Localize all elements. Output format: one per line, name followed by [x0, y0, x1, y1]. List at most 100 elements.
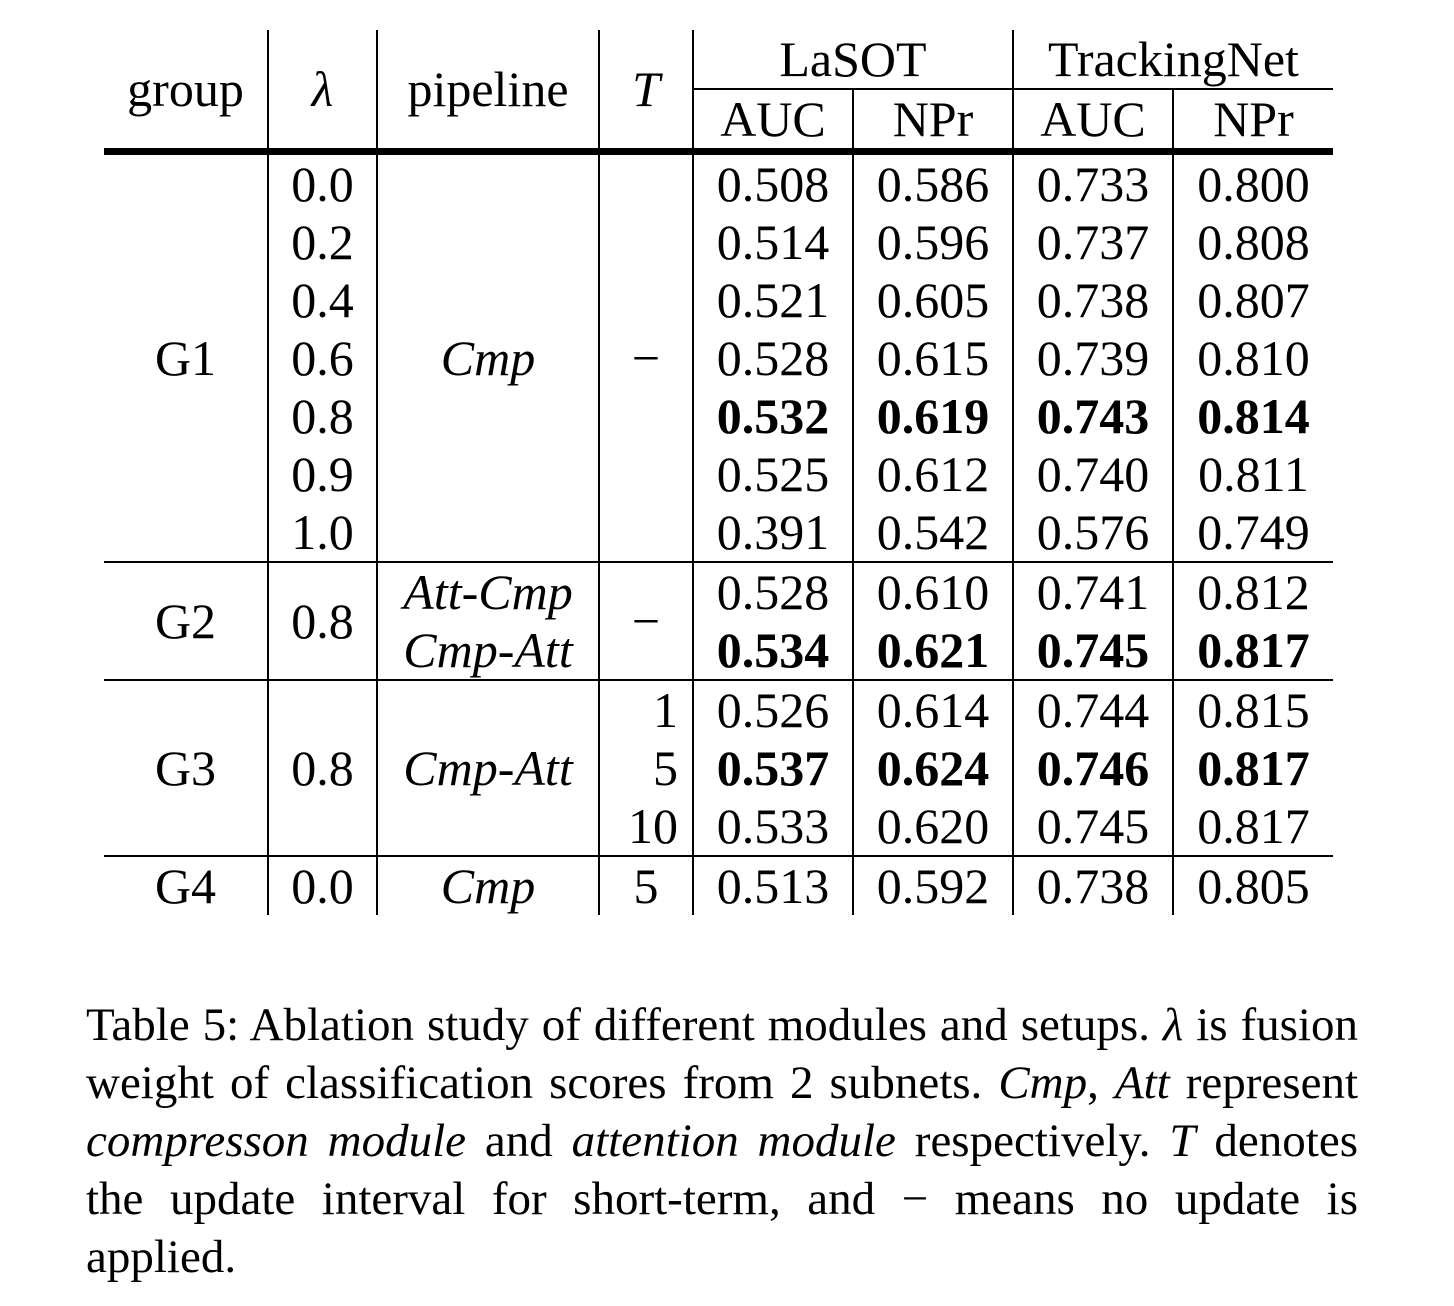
table-row: G3 0.8 Cmp-Att 1 0.526 0.614 0.744 0.815 — [104, 679, 1333, 856]
caption-att-term: Att — [1114, 1057, 1170, 1109]
trackingnet-auc-cell: 0.743 — [1013, 387, 1174, 445]
header-lambda: λ — [268, 30, 378, 155]
lasot-npr-cell: 0.620 — [853, 797, 1014, 856]
trackingnet-auc-cell: 0.733 — [1013, 151, 1174, 213]
t-cell: 5 — [599, 855, 694, 915]
caption-text: means no update is applied. — [86, 1173, 1358, 1283]
lasot-auc-cell: 0.533 — [693, 797, 854, 856]
trackingnet-auc-cell: 0.576 — [1013, 503, 1174, 562]
trackingnet-auc-cell: 0.741 — [1013, 561, 1174, 621]
lasot-auc-cell: 0.526 — [693, 679, 854, 739]
lasot-npr-cell: 0.624 — [853, 739, 1014, 797]
lambda-cell: 0.6 — [268, 329, 378, 387]
t-cell: 1 — [599, 679, 694, 739]
trackingnet-npr-cell: 0.817 — [1197, 798, 1310, 854]
lasot-auc-cell: 0.537 — [693, 739, 854, 797]
caption-text: Table 5: Ablation study of different mod… — [86, 999, 1163, 1051]
caption-lambda-symbol: λ — [1162, 999, 1184, 1051]
header-group: group — [104, 30, 269, 155]
lasot-npr-cell: 0.592 — [853, 855, 1014, 915]
trackingnet-npr-cell: 0.815 — [1173, 679, 1333, 739]
caption-text: represent — [1169, 1057, 1358, 1109]
trackingnet-npr-cell: 0.814 — [1197, 388, 1310, 444]
header-lasot-auc: AUC — [693, 89, 854, 155]
table-row: 0.2 0.514 0.596 0.737 0.808 — [104, 213, 1333, 271]
caption-text: is fusion weight of classification score… — [86, 999, 1358, 1109]
table-row: 0.6 0.528 0.615 0.739 0.810 — [104, 329, 1333, 387]
table-row: 0.4 0.521 0.605 0.738 0.807 — [104, 271, 1333, 329]
trackingnet-npr-cell: 0.810 — [1197, 330, 1310, 386]
trackingnet-npr-cell: 0.811 — [1198, 446, 1309, 502]
lambda-cell: 1.0 — [268, 503, 378, 562]
table-row: Cmp-Att 0.534 0.621 0.745 0.817 — [104, 621, 1333, 680]
lasot-auc-cell: 0.513 — [693, 855, 854, 915]
lasot-npr-cell: 0.619 — [853, 387, 1014, 445]
group-label: G2 — [104, 561, 269, 680]
table-row: 1.0 0.391 0.542 0.576 0.749 — [104, 503, 1333, 562]
trackingnet-npr-cell: 0.807 — [1197, 272, 1310, 328]
lasot-npr-cell: 0.542 — [853, 503, 1014, 562]
lambda-cell: 0.0 — [268, 855, 378, 915]
trackingnet-auc-cell: 0.740 — [1013, 445, 1174, 503]
table-row: 0.9 0.525 0.612 0.740 0.811 — [104, 445, 1333, 503]
t-cell: 5 — [599, 739, 694, 797]
caption-T-symbol: T — [1169, 1115, 1196, 1167]
lasot-npr-cell: 0.610 — [853, 561, 1014, 621]
caption-text: and — [466, 1115, 572, 1167]
trackingnet-auc-cell: 0.738 — [1013, 271, 1174, 329]
header-trackingnet-npr: NPr — [1173, 89, 1333, 155]
pipeline-cell: Cmp — [377, 151, 600, 562]
group-label: G3 — [104, 679, 269, 856]
lasot-auc-cell: 0.534 — [693, 621, 854, 680]
lasot-npr-cell: 0.614 — [853, 679, 1014, 739]
trackingnet-auc-cell: 0.738 — [1013, 855, 1174, 915]
caption-text: denotes the update interval for short-te… — [86, 1115, 1358, 1225]
lambda-cell: 0.9 — [268, 445, 378, 503]
lambda-cell: 0.8 — [268, 561, 378, 680]
table-caption: Table 5: Ablation study of different mod… — [86, 996, 1358, 1286]
caption-text: , — [1087, 1057, 1115, 1109]
lasot-auc-cell: 0.532 — [693, 387, 854, 445]
lasot-auc-cell: 0.528 — [693, 561, 854, 621]
caption-attention-term: attention module — [571, 1115, 896, 1167]
header-lasot-npr: NPr — [853, 89, 1014, 155]
pipeline-cell: Cmp-Att — [377, 621, 600, 680]
caption-cmp-term: Cmp — [998, 1057, 1088, 1109]
caption-text: respectively. — [895, 1115, 1170, 1167]
t-cell: − — [599, 151, 694, 562]
lasot-auc-cell: 0.391 — [693, 503, 854, 562]
header-trackingnet: TrackingNet — [1013, 30, 1333, 90]
t-cell: − — [599, 561, 694, 680]
caption-minus-symbol: − — [901, 1173, 929, 1225]
table-row: 5 0.537 0.624 0.746 0.817 — [104, 739, 1333, 797]
lasot-auc-cell: 0.521 — [693, 271, 854, 329]
trackingnet-npr-cell: 0.808 — [1197, 214, 1310, 270]
lasot-npr-cell: 0.621 — [853, 621, 1014, 680]
table-row: 0.8 0.532 0.619 0.743 0.814 — [104, 387, 1333, 445]
trackingnet-auc-cell: 0.739 — [1013, 329, 1174, 387]
lambda-cell: 0.2 — [268, 213, 378, 271]
lasot-npr-cell: 0.596 — [853, 213, 1014, 271]
trackingnet-auc-cell: 0.737 — [1013, 213, 1174, 271]
trackingnet-npr-cell: 0.817 — [1197, 740, 1310, 796]
trackingnet-auc-cell: 0.744 — [1013, 679, 1174, 739]
trackingnet-npr-cell: 0.749 — [1197, 504, 1310, 560]
table-row: G4 0.0 Cmp 5 0.513 0.592 0.738 0.805 — [104, 855, 1333, 915]
t-cell: 10 — [599, 797, 694, 856]
table-row: G2 0.8 Att-Cmp − 0.528 0.610 0.741 0.812 — [104, 561, 1333, 680]
trackingnet-npr-cell: 0.817 — [1197, 622, 1310, 678]
trackingnet-auc-cell: 0.746 — [1013, 739, 1174, 797]
table-row: G1 0.0 Cmp − 0.508 0.586 0.733 0.800 — [104, 151, 1333, 562]
lasot-auc-cell: 0.528 — [693, 329, 854, 387]
group-label: G1 — [104, 151, 269, 562]
lasot-npr-cell: 0.605 — [853, 271, 1014, 329]
lasot-npr-cell: 0.586 — [853, 151, 1014, 213]
header-pipeline: pipeline — [377, 30, 600, 155]
lambda-cell: 0.4 — [268, 271, 378, 329]
header-T: T — [599, 30, 694, 155]
lasot-auc-cell: 0.514 — [693, 213, 854, 271]
lambda-cell: 0.8 — [268, 679, 378, 856]
ablation-table: group λ pipeline T LaSOT TrackingNet AUC… — [104, 30, 1333, 915]
table-row: 10 0.533 0.620 0.745 0.817 — [104, 797, 1333, 856]
lasot-npr-cell: 0.615 — [853, 329, 1014, 387]
